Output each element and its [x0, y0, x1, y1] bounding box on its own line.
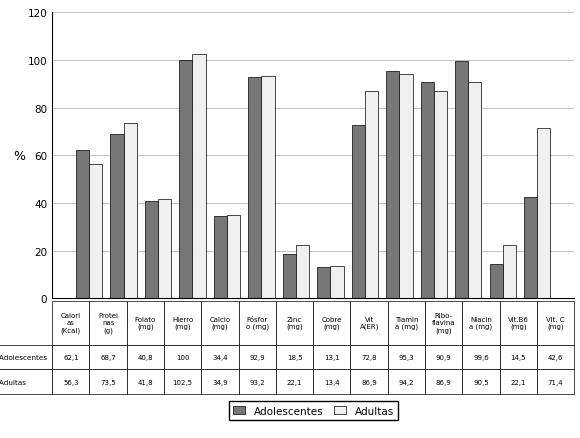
Bar — [490, 264, 503, 298]
Bar — [110, 135, 124, 298]
Bar — [283, 254, 296, 298]
Bar — [524, 197, 537, 298]
Bar — [434, 92, 447, 298]
Bar — [158, 199, 171, 298]
Bar — [421, 82, 434, 298]
Bar — [386, 72, 400, 298]
Bar — [400, 74, 412, 298]
Bar — [262, 77, 274, 298]
Bar — [214, 217, 227, 298]
Bar — [193, 55, 205, 298]
Bar — [248, 78, 262, 298]
Bar — [89, 165, 102, 298]
Y-axis label: %: % — [13, 149, 26, 162]
Bar — [503, 246, 516, 298]
Bar — [124, 124, 137, 298]
Bar — [227, 215, 240, 298]
Bar — [352, 125, 365, 298]
Legend: Adolescentes, Adultas: Adolescentes, Adultas — [229, 402, 398, 420]
Bar — [179, 61, 193, 298]
Bar — [317, 267, 331, 298]
Bar — [469, 83, 481, 298]
Bar — [455, 62, 469, 298]
Bar — [76, 151, 89, 298]
Bar — [145, 201, 158, 298]
Bar — [331, 267, 343, 298]
Bar — [365, 92, 378, 298]
Bar — [296, 246, 309, 298]
Bar — [537, 129, 550, 298]
